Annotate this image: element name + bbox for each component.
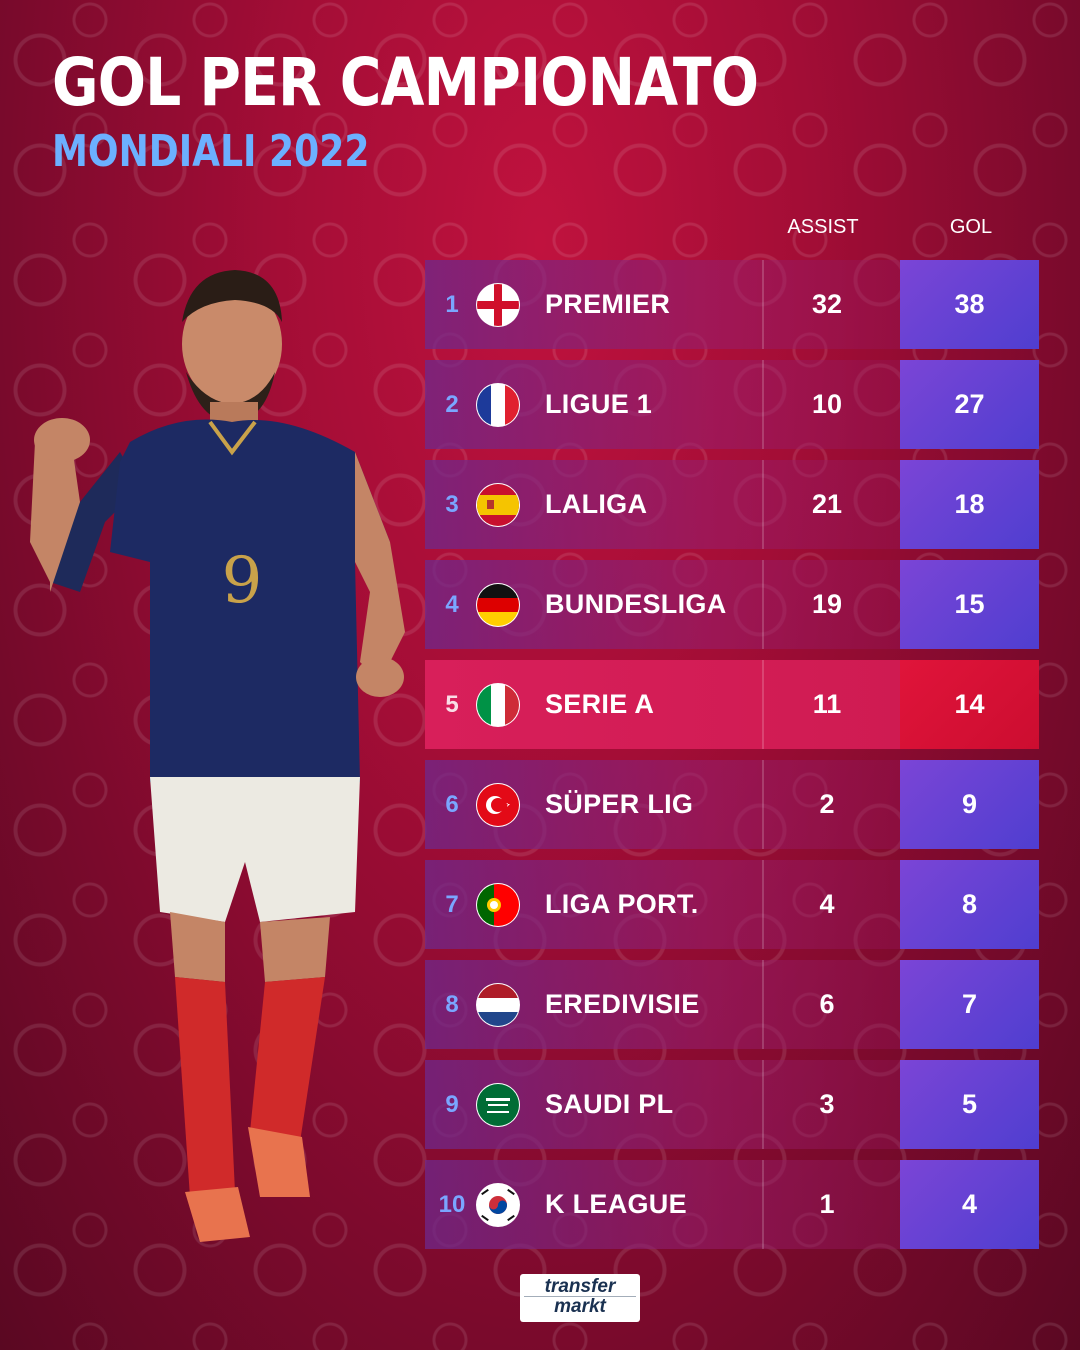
assist-value: 10 [811,389,843,419]
table-row: 6 SÜPER LIG 2 9 [425,760,1039,849]
table-row: 7 LIGA PORT. 4 8 [425,860,1039,949]
gol-cell-bg [900,760,1039,849]
rank-number: 7 [445,890,459,918]
gol-cell-bg [900,960,1039,1049]
column-divider [762,560,764,649]
gol-value: 4 [961,1189,978,1219]
gol-value: 7 [961,989,978,1019]
table-row: 8 EREDIVISIE 6 7 [425,960,1039,1049]
gol-cell-bg [900,260,1039,349]
gol-value: 38 [954,289,985,319]
column-divider [762,1160,764,1249]
column-divider [762,260,764,349]
rank-number: 6 [445,790,459,818]
gol-cell-bg [900,860,1039,949]
spain-flag-icon [476,483,520,527]
rank-number: 1 [445,290,459,318]
rank-number: 4 [445,590,459,618]
column-divider [762,660,764,749]
turkey-flag-icon [476,783,520,827]
gol-column-header: GOL [949,216,993,238]
column-divider [762,760,764,849]
column-divider [762,460,764,549]
page-title: GOL PER CAMPIONATO [52,44,759,121]
saudi-arabia-flag-icon [476,1083,520,1127]
page-subtitle: MONDIALI 2022 [52,126,370,177]
table-row: 3 LALIGA 21 18 [425,460,1039,549]
gol-value: 9 [961,789,978,819]
transfermarkt-logo: transfer markt [520,1274,640,1322]
assist-value: 3 [819,1089,835,1119]
gol-value: 5 [961,1089,978,1119]
assist-value: 21 [811,489,843,519]
south-korea-flag-icon [476,1183,520,1227]
gol-cell-bg [900,460,1039,549]
germany-flag-icon [476,583,520,627]
rank-number: 10 [438,1190,466,1218]
table-row: 9 SAUDI PL 3 5 [425,1060,1039,1149]
rank-number: 8 [445,990,459,1018]
league-table: 1 PREMIER 32 38 2 LIGUE 1 10 27 3 LALIGA 21 18 4 BUND… [425,260,1039,1260]
italy-flag-icon [476,683,520,727]
league-name: K LEAGUE [545,1189,687,1219]
table-row: 4 BUNDESLIGA 19 15 [425,560,1039,649]
column-divider [762,960,764,1049]
league-name: BUNDESLIGA [545,589,727,619]
assist-value: 4 [819,889,835,919]
logo-line-2: markt [554,1296,606,1317]
netherlands-flag-icon [476,983,520,1027]
gol-cell-bg [900,1160,1039,1249]
league-name: PREMIER [545,289,671,319]
league-name: SAUDI PL [545,1089,674,1119]
gol-value: 14 [954,689,985,719]
gol-cell-bg [900,360,1039,449]
table-row: 5 SERIE A 11 14 [425,660,1039,749]
table-row: 2 LIGUE 1 10 27 [425,360,1039,449]
gol-value: 15 [954,589,985,619]
gol-value: 18 [954,489,985,519]
rank-number: 9 [445,1090,459,1118]
column-divider [762,360,764,449]
logo-line-1: transfer [544,1276,616,1297]
assist-value: 1 [819,1189,835,1219]
assist-column-header: ASSIST [787,216,859,238]
league-name: LIGA PORT. [545,889,699,919]
gol-cell-bg [900,660,1039,749]
league-name: LIGUE 1 [545,389,653,419]
svg-text:9: 9 [222,544,263,618]
france-flag-icon [476,383,520,427]
assist-value: 6 [819,989,835,1019]
assist-value: 19 [811,589,843,619]
table-row: 10 K LEAGUE 1 4 [425,1160,1039,1249]
league-name: EREDIVISIE [545,989,700,1019]
rank-number: 2 [445,390,459,418]
rank-number: 3 [445,490,459,518]
league-name: SÜPER LIG [545,789,694,819]
table-row: 1 PREMIER 32 38 [425,260,1039,349]
column-divider [762,860,764,949]
gol-value: 8 [961,889,978,919]
league-name: SERIE A [545,689,655,719]
gol-value: 27 [954,389,985,419]
player-photo: 9 [30,270,405,1242]
column-divider [762,1060,764,1149]
league-name: LALIGA [545,489,648,519]
portugal-flag-icon [476,883,520,927]
gol-cell-bg [900,1060,1039,1149]
assist-value: 32 [811,289,843,319]
gol-cell-bg [900,560,1039,649]
assist-value: 11 [812,689,842,719]
rank-number: 5 [445,690,459,718]
england-flag-icon [476,283,520,327]
assist-value: 2 [819,789,835,819]
